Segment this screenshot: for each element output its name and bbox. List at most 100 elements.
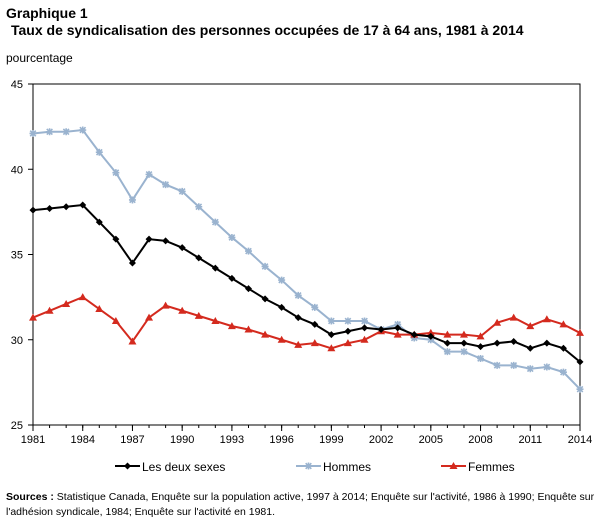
data-point-les-deux-sexes xyxy=(394,324,402,332)
data-point-hommes xyxy=(327,317,335,325)
data-point-hommes xyxy=(95,148,103,156)
data-point-femmes xyxy=(526,322,535,330)
data-point-femmes xyxy=(261,330,270,338)
data-point-hommes xyxy=(261,262,269,270)
data-point-les-deux-sexes xyxy=(244,285,252,293)
legend-label-les-deux-sexes: Les deux sexes xyxy=(142,460,225,474)
y-tick-label: 30 xyxy=(11,335,23,347)
x-tick-label: 2014 xyxy=(568,434,592,446)
x-tick-label: 1993 xyxy=(220,434,244,446)
data-point-femmes xyxy=(559,320,568,328)
series-line-les-deux-sexes xyxy=(32,204,581,363)
data-point-femmes xyxy=(161,301,170,309)
data-point-femmes xyxy=(277,335,286,343)
data-point-hommes xyxy=(294,291,302,299)
data-point-les-deux-sexes xyxy=(162,237,170,245)
x-tick-label: 2008 xyxy=(468,434,492,446)
data-point-femmes xyxy=(393,330,402,338)
data-point-hommes xyxy=(112,169,120,177)
legend-marker-hommes xyxy=(305,462,312,470)
data-point-hommes xyxy=(576,385,584,393)
data-point-les-deux-sexes xyxy=(145,235,153,243)
x-tick-label: 1981 xyxy=(21,434,45,446)
data-point-hommes xyxy=(244,247,252,255)
data-point-les-deux-sexes xyxy=(327,331,335,339)
data-point-femmes xyxy=(211,316,220,324)
data-point-femmes xyxy=(78,293,87,301)
legend-label-femmes: Femmes xyxy=(468,460,515,474)
data-point-les-deux-sexes xyxy=(95,218,103,226)
data-point-les-deux-sexes xyxy=(261,295,269,303)
data-point-les-deux-sexes xyxy=(228,274,236,282)
data-point-les-deux-sexes xyxy=(79,201,87,209)
data-point-femmes xyxy=(111,316,120,324)
data-point-les-deux-sexes xyxy=(410,331,418,339)
data-point-les-deux-sexes xyxy=(62,203,70,211)
data-point-hommes xyxy=(311,303,319,311)
data-point-les-deux-sexes xyxy=(559,344,567,352)
data-point-hommes xyxy=(178,187,186,195)
data-point-hommes xyxy=(46,128,54,136)
data-point-hommes xyxy=(361,317,369,325)
data-point-femmes xyxy=(459,330,468,338)
data-point-hommes xyxy=(344,317,352,325)
data-point-hommes xyxy=(460,348,468,356)
data-point-les-deux-sexes xyxy=(493,339,501,347)
data-point-les-deux-sexes xyxy=(29,206,37,214)
chart-subtitle: Taux de syndicalisation des personnes oc… xyxy=(11,22,524,38)
data-point-hommes xyxy=(128,196,136,204)
data-point-femmes xyxy=(194,311,203,319)
y-tick-label: 35 xyxy=(11,250,23,262)
data-point-hommes xyxy=(29,129,37,137)
data-point-femmes xyxy=(509,313,518,321)
data-point-hommes xyxy=(145,170,153,178)
sources-note: Sources : Statistique Canada, Enquête su… xyxy=(6,490,602,520)
data-point-hommes xyxy=(443,348,451,356)
data-point-femmes xyxy=(476,332,485,340)
x-tick-label: 1999 xyxy=(319,434,343,446)
data-point-les-deux-sexes xyxy=(112,235,120,243)
data-point-femmes xyxy=(426,328,435,336)
data-point-femmes xyxy=(145,313,154,321)
y-tick-label: 40 xyxy=(11,164,23,176)
data-point-femmes xyxy=(45,306,54,314)
data-point-femmes xyxy=(327,344,336,352)
data-point-les-deux-sexes xyxy=(278,303,286,311)
data-point-femmes xyxy=(310,339,319,347)
series-line-hommes xyxy=(32,128,581,390)
data-point-hommes xyxy=(559,368,567,376)
x-tick-label: 1987 xyxy=(120,434,144,446)
data-point-les-deux-sexes xyxy=(576,358,584,366)
x-tick-label: 2002 xyxy=(369,434,393,446)
data-point-les-deux-sexes xyxy=(178,244,186,252)
data-point-femmes xyxy=(493,318,502,326)
data-point-femmes xyxy=(542,315,551,323)
x-tick-label: 2005 xyxy=(419,434,443,446)
x-tick-label: 1984 xyxy=(70,434,94,446)
data-point-les-deux-sexes xyxy=(460,339,468,347)
data-point-les-deux-sexes xyxy=(543,339,551,347)
data-point-hommes xyxy=(79,126,87,134)
y-axis-label: pourcentage xyxy=(6,51,73,65)
data-point-hommes xyxy=(211,218,219,226)
sources-text: Statistique Canada, Enquête sur la popul… xyxy=(6,491,595,518)
data-point-les-deux-sexes xyxy=(427,332,435,340)
data-point-les-deux-sexes xyxy=(344,327,352,335)
data-point-hommes xyxy=(228,233,236,241)
data-point-femmes xyxy=(128,337,137,345)
legend-label-hommes: Hommes xyxy=(323,460,371,474)
x-tick-label: 2011 xyxy=(518,434,542,446)
series-line-femmes xyxy=(32,295,581,350)
y-tick-label: 45 xyxy=(11,79,23,91)
data-point-les-deux-sexes xyxy=(211,264,219,272)
x-tick-label: 1990 xyxy=(170,434,194,446)
data-point-femmes xyxy=(343,339,352,347)
data-point-femmes xyxy=(62,299,71,307)
data-point-hommes xyxy=(510,361,518,369)
data-point-les-deux-sexes xyxy=(361,324,369,332)
legend-marker-les-deux-sexes xyxy=(124,462,131,470)
data-point-hommes xyxy=(477,355,485,363)
legend-marker-femmes xyxy=(449,462,458,469)
sources-label: Sources : xyxy=(6,491,54,503)
data-point-les-deux-sexes xyxy=(377,326,385,334)
